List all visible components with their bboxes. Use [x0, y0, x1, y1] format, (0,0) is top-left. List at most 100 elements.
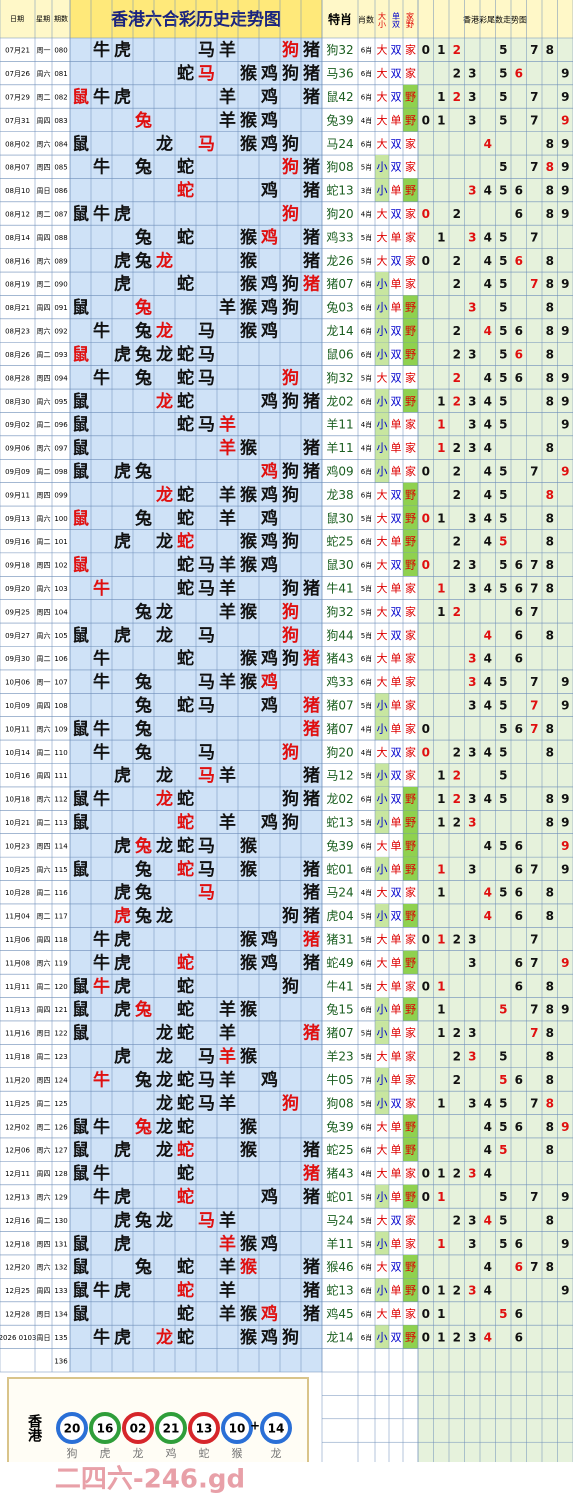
tail-digit: 9 — [561, 675, 569, 689]
cell-home: 野 — [405, 816, 416, 829]
tail-digit: 7 — [530, 699, 538, 713]
tail-digit: 2 — [453, 324, 461, 338]
tail-digit: 9 — [561, 862, 569, 876]
zodiac-cell: 虎 — [114, 462, 131, 482]
cell-period: 093 — [54, 351, 67, 359]
cell-special: 马12 — [326, 769, 353, 783]
watermark: 二四六-246.gd — [55, 1465, 245, 1495]
cell-special: 羊11 — [326, 440, 353, 455]
cell-special: 蛇49 — [326, 955, 353, 970]
tail-digit: 5 — [499, 230, 507, 244]
size-highlight — [375, 763, 389, 787]
zodiac-cell: 羊 — [219, 601, 236, 622]
ball — [155, 1412, 187, 1444]
header-date: 日期 — [10, 15, 24, 23]
header-period: 期数 — [54, 14, 68, 23]
zodiac-cell: 猪 — [303, 438, 320, 459]
cell-count: 6肖 — [361, 1263, 372, 1272]
zodiac-cell: 牛 — [93, 1116, 110, 1137]
cell-period: 106 — [54, 655, 68, 663]
tail-digit: 5 — [499, 67, 507, 81]
zodiac-cell: 蛇 — [177, 976, 194, 997]
zodiac-cell: 鸡 — [260, 1186, 278, 1207]
cell-size: 小 — [377, 1097, 388, 1110]
zodiac-cell: 虎 — [114, 930, 131, 950]
cell-date: 08月28 — [5, 374, 30, 382]
cell-parity: 单 — [391, 933, 402, 946]
cell-home: 野 — [405, 1190, 416, 1203]
tail-digit: 8 — [546, 535, 554, 549]
tail-digit: 5 — [499, 1143, 507, 1157]
cell-home: 家 — [405, 417, 416, 431]
cell-date: 10月06 — [5, 679, 30, 687]
tail-digit: 3 — [468, 862, 476, 876]
zodiac-cell: 羊 — [219, 297, 236, 318]
cell-special: 狗32 — [326, 43, 353, 57]
cell-size: 小 — [377, 1073, 388, 1086]
cell-parity: 单 — [391, 1307, 402, 1320]
cell-count: 5肖 — [361, 1052, 372, 1061]
tail-digit: 3 — [468, 230, 476, 244]
tail-digit: 8 — [546, 909, 554, 923]
cell-weekday: 周四 — [37, 1006, 51, 1014]
zodiac-cell: 虎 — [114, 1141, 131, 1161]
tail-digit: 9 — [561, 816, 569, 830]
zodiac-cell: 狗 — [282, 204, 299, 225]
tail-digit: 1 — [437, 979, 445, 993]
cell-period: 096 — [54, 421, 68, 429]
zodiac-cell: 虎 — [114, 275, 131, 295]
tail-digit: 9 — [561, 371, 569, 385]
zodiac-cell: 猴 — [240, 438, 258, 459]
tail-digit: 8 — [546, 722, 554, 736]
cell-size: 小 — [377, 1190, 388, 1203]
tail-digit: 8 — [546, 886, 554, 900]
tail-digit: 9 — [561, 137, 569, 151]
cell-date: 12月25 — [5, 1287, 30, 1295]
zodiac-cell: 兔 — [134, 250, 152, 271]
cell-period: 105 — [54, 632, 67, 640]
zodiac-cell: 猪 — [303, 1140, 320, 1161]
cell-home: 家 — [405, 207, 416, 221]
cell-weekday: 周六 — [37, 724, 51, 733]
tail-digit: 8 — [546, 43, 554, 57]
cell-weekday: 周四 — [37, 1076, 51, 1084]
tail-digit: 3 — [468, 558, 476, 572]
cell-size: 大 — [377, 230, 388, 244]
cell-home: 家 — [405, 675, 416, 689]
cell-home: 家 — [405, 370, 416, 384]
zodiac-cell: 鸡 — [260, 297, 278, 318]
zodiac-cell: 猪 — [303, 1280, 320, 1301]
cell-parity: 单 — [391, 1050, 402, 1063]
tail-digit: 5 — [499, 792, 507, 806]
cell-date: 11月06 — [5, 936, 30, 944]
cell-weekday: 周日 — [37, 1030, 51, 1038]
cell-date: 11月08 — [5, 959, 30, 967]
cell-size: 大 — [377, 511, 388, 525]
cell-count: 6肖 — [361, 1309, 372, 1318]
tail-digit: 3 — [468, 113, 476, 127]
cell-count: 6肖 — [361, 865, 372, 874]
cell-weekday: 周四 — [37, 608, 51, 616]
zodiac-cell: 猪 — [303, 1023, 320, 1044]
zodiac-cell: 鼠 — [72, 1257, 89, 1278]
tail-digit: 3 — [468, 956, 476, 970]
zodiac-cell: 鼠 — [72, 976, 89, 997]
cell-count: 4肖 — [361, 724, 372, 733]
cell-size: 小 — [377, 184, 388, 197]
tail-digit: 9 — [561, 839, 569, 853]
tail-digit: 5 — [499, 699, 507, 713]
tail-digit: 1 — [437, 1026, 445, 1040]
cell-period: 094 — [54, 374, 68, 382]
tail-digit: 8 — [546, 1050, 554, 1064]
zodiac-cell: 鸡 — [260, 508, 278, 529]
cell-parity: 双 — [391, 488, 402, 501]
cell-weekday: 周四 — [37, 936, 51, 944]
home-highlight — [403, 833, 418, 858]
tail-digit: 3 — [468, 1050, 476, 1064]
cell-weekday: 周六 — [37, 1263, 51, 1272]
cell-weekday: 周六 — [37, 139, 51, 148]
cell-count: 6肖 — [361, 303, 372, 312]
tail-digit: 1 — [437, 1190, 445, 1204]
tail-digit: 4 — [484, 394, 492, 408]
cell-date: 11月25 — [5, 1100, 30, 1108]
